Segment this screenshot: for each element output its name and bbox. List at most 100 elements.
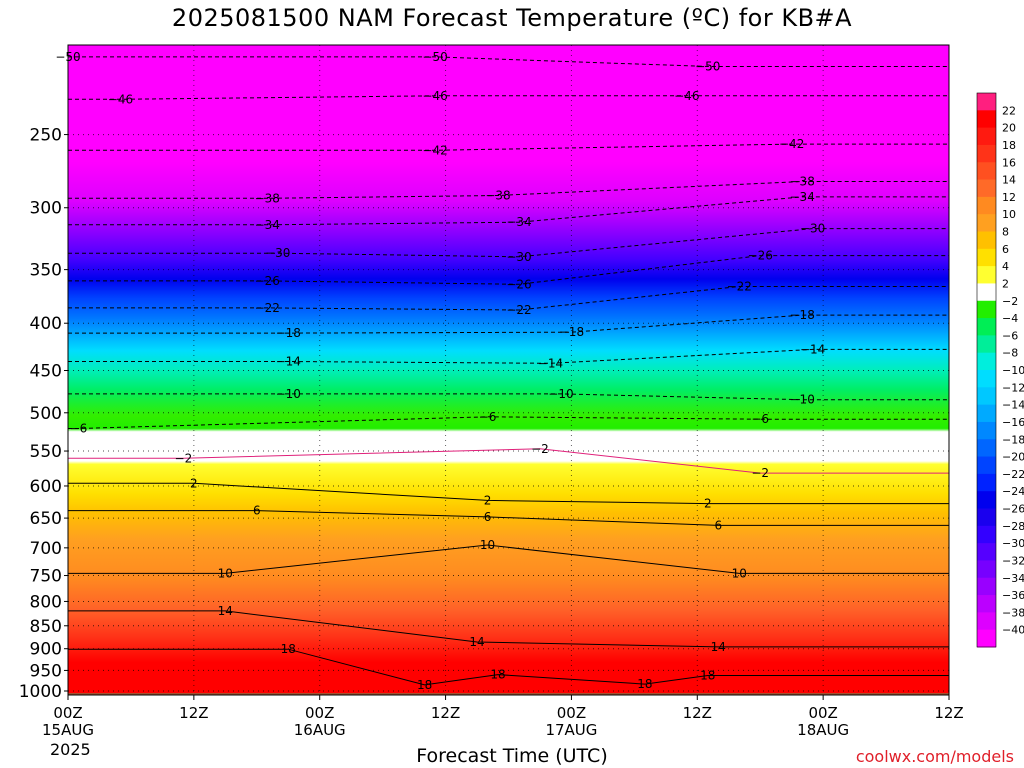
colorbar-label: 12 <box>1002 191 1016 204</box>
colorbar-swatch <box>977 214 996 232</box>
colorbar-label: 6 <box>1002 243 1009 256</box>
contour-line <box>68 393 949 401</box>
colorbar-label: 10 <box>1002 208 1016 221</box>
contour-line <box>68 482 949 505</box>
colorbar-swatch <box>977 318 996 336</box>
contour-label: 2 <box>704 497 712 511</box>
x-tick-label: 00Z <box>53 704 82 722</box>
contour-label: −18 <box>276 326 301 340</box>
contour-label: −6 <box>70 422 88 436</box>
contour-label: −2 <box>175 451 193 465</box>
contour-line <box>68 56 949 67</box>
colorbar-label: −2 <box>1002 295 1018 308</box>
y-tick-label: 900 <box>30 640 62 660</box>
contour-lines <box>68 56 949 686</box>
x-tick-label: 12Z <box>934 704 963 722</box>
colorbar-label: −38 <box>1002 606 1024 619</box>
contour-label: 10 <box>732 566 747 580</box>
contour-label: 6 <box>714 518 722 532</box>
colorbar-swatch <box>977 283 996 302</box>
colorbar-label: −16 <box>1002 416 1024 429</box>
y-axis: 250 300 350 400 450 500 550 600 650 700 750 800 850 9… <box>19 126 68 702</box>
colorbar-label: −30 <box>1002 537 1024 550</box>
contour-label: −14 <box>276 354 301 368</box>
colorbar-label: 22 <box>1002 104 1016 117</box>
colorbar-swatch <box>977 508 996 527</box>
contour-label: 14 <box>711 640 726 654</box>
colorbar-label: −6 <box>1002 329 1018 342</box>
x-axis-label: Forecast Time (UTC) <box>416 745 608 767</box>
contour-line <box>68 610 949 648</box>
colorbar-swatch <box>977 110 996 129</box>
contour-line <box>68 95 949 100</box>
y-tick-label: 850 <box>30 617 62 637</box>
colorbar-swatch <box>977 404 996 423</box>
contour-label: −22 <box>506 303 531 317</box>
contour-line <box>68 143 949 151</box>
contour-line <box>68 181 949 199</box>
contour-label: −50 <box>422 50 447 64</box>
colorbar-label: 8 <box>1002 226 1009 239</box>
contour-label: −26 <box>255 274 280 288</box>
x-tick-date-label: 15AUG <box>42 721 94 739</box>
colorbar-label: −14 <box>1002 399 1024 412</box>
contour-line <box>68 255 949 285</box>
contour-label: −42 <box>779 137 804 151</box>
colorbar-swatch <box>977 612 996 631</box>
contour-line <box>68 448 949 474</box>
colorbar-swatch <box>977 577 996 596</box>
contour-line <box>68 648 949 686</box>
x-tick-label: 12Z <box>431 704 460 722</box>
site-credit[interactable]: coolwx.com/models <box>855 747 1014 766</box>
contour-label: −10 <box>548 387 573 401</box>
contour-label: −46 <box>108 92 133 106</box>
y-tick-label: 800 <box>30 592 62 612</box>
x-tick-label: 00Z <box>557 704 586 722</box>
year-label: 2025 <box>50 740 91 759</box>
contour-line <box>68 286 949 311</box>
contour-line <box>68 228 949 258</box>
y-tick-label: 350 <box>30 261 62 281</box>
colorbar-swatch <box>977 525 996 544</box>
colorbar-swatch <box>977 248 996 267</box>
contour-label: −34 <box>790 190 815 204</box>
colorbar: 22 20 18 16 14 12 10 8 6 4 2 −2 −4 −6 −8 −10 −12 −14 −16 −1… <box>976 92 1024 648</box>
y-tick-label: 250 <box>30 126 62 146</box>
grid-lines <box>67 45 950 695</box>
contour-label: −6 <box>751 412 769 426</box>
contour-label: 14 <box>218 604 233 618</box>
contour-label: 10 <box>218 566 233 580</box>
contour-label: −42 <box>422 143 447 157</box>
colorbar-label: −12 <box>1002 381 1024 394</box>
contour-label: −34 <box>506 215 531 229</box>
contour-line <box>68 510 949 526</box>
y-tick-label: 400 <box>30 314 62 334</box>
y-tick-label: 1000 <box>19 682 62 702</box>
colorbar-label: −18 <box>1002 433 1024 446</box>
y-tick-label: 550 <box>30 442 62 462</box>
contour-label: 18 <box>417 678 432 692</box>
contour-line <box>68 196 949 226</box>
y-tick-label: 600 <box>30 477 62 497</box>
colorbar-label: −8 <box>1002 347 1018 360</box>
colorbar-label: 14 <box>1002 174 1016 187</box>
y-tick-label: 650 <box>30 509 62 529</box>
colorbar-swatch <box>977 595 996 613</box>
x-tick-label: 12Z <box>179 704 208 722</box>
contour-label: −26 <box>506 277 531 291</box>
colorbar-label: −36 <box>1002 589 1024 602</box>
colorbar-label: 4 <box>1002 260 1009 273</box>
colorbar-label: −28 <box>1002 520 1024 533</box>
colorbar-label: −32 <box>1002 554 1024 567</box>
contour-label: −2 <box>531 442 549 456</box>
colorbar-swatch <box>977 456 996 475</box>
colorbar-swatch <box>977 421 996 440</box>
contour-label: −38 <box>485 189 510 203</box>
contour-label: −46 <box>674 89 699 103</box>
colorbar-swatch <box>977 439 996 458</box>
y-tick-label: 750 <box>30 567 62 587</box>
colorbar-swatch <box>977 93 996 111</box>
chart-title: 2025081500 NAM Forecast Temperature (ºC)… <box>171 4 853 32</box>
colorbar-swatch <box>977 300 996 319</box>
